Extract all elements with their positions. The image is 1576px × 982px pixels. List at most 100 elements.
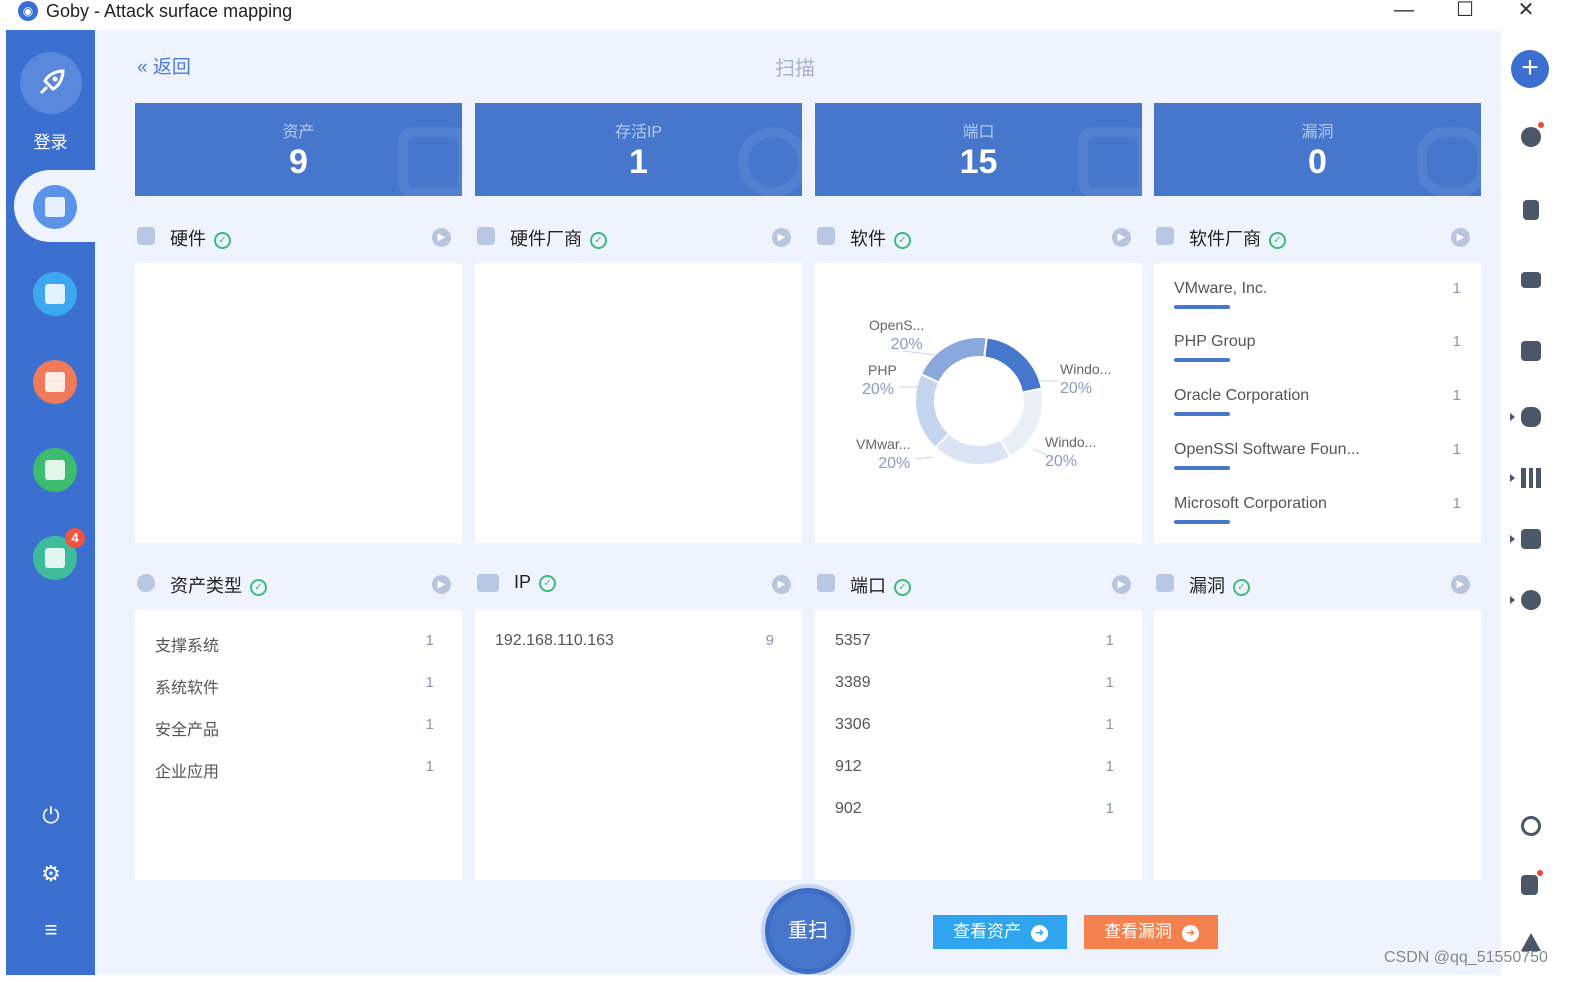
list-item[interactable]: PHP Group 1	[1174, 333, 1461, 367]
count-bar	[1174, 466, 1230, 470]
gear-icon[interactable]: ⚙	[41, 861, 61, 886]
back-label: 返回	[152, 57, 191, 78]
ip-icon[interactable]	[1521, 341, 1541, 361]
puzzle-icon	[45, 548, 65, 568]
back-link[interactable]: « 返回	[137, 52, 191, 79]
goby-rocket-icon[interactable]	[20, 52, 82, 114]
section-title: 软件	[850, 229, 886, 249]
stat-card-live-ip[interactable]: 存活IP 1	[475, 103, 802, 196]
chevron-right-icon[interactable]: ▶	[432, 575, 451, 594]
list-item[interactable]: 3389 1	[835, 674, 1114, 691]
view-vulns-button[interactable]: 查看漏洞 ➜	[1084, 915, 1218, 949]
layers-icon	[398, 127, 462, 196]
list-icon	[45, 284, 65, 304]
chevron-right-icon[interactable]: ▶	[772, 575, 791, 594]
list-item[interactable]: OpenSSl Software Foun... 1	[1174, 441, 1461, 475]
stat-value: 15	[959, 143, 998, 181]
page-title: 扫描	[775, 58, 815, 80]
sidebar-item-report[interactable]	[33, 448, 77, 492]
login-link[interactable]: 登录	[33, 133, 68, 152]
check-circle-icon: ✓	[1269, 232, 1286, 249]
port-icon	[1078, 127, 1142, 196]
bar-chart-icon[interactable]	[1521, 468, 1541, 488]
warning-icon[interactable]	[1521, 933, 1541, 951]
report-icon[interactable]	[1521, 875, 1538, 895]
minimize-button[interactable]: —	[1394, 0, 1414, 21]
monitor-icon	[477, 574, 499, 592]
menu-icon[interactable]: ≡	[44, 917, 58, 942]
donut-label-0: OpenS... 20%	[869, 317, 925, 353]
list-item[interactable]: 5357 1	[835, 632, 1114, 649]
list-item[interactable]: 支撑系统 1	[155, 632, 434, 655]
panel-vuln	[1154, 610, 1481, 880]
donut-leader-line-2	[1032, 448, 1048, 456]
title-bar: ◉ Goby - Attack surface mapping — ☐ ✕	[0, 0, 1576, 30]
donut-label-2: Windo... 20%	[1045, 434, 1097, 470]
stat-value: 1	[629, 143, 648, 181]
section-header-software: 软件 ✓ ▶	[817, 223, 1144, 249]
list-item[interactable]: 192.168.110.163 9	[495, 632, 774, 649]
stat-label: 端口	[962, 124, 995, 141]
section-header-hardware: 硬件 ✓ ▶	[137, 223, 464, 249]
section-title: 软件厂商	[1189, 229, 1261, 249]
caret-right-icon	[1510, 535, 1515, 543]
clock-icon[interactable]	[1521, 127, 1541, 147]
section-header-software-vendor: 软件厂商 ✓ ▶	[1156, 223, 1483, 249]
close-button[interactable]: ✕	[1517, 0, 1535, 21]
list-item[interactable]: Oracle Corporation 1	[1174, 387, 1461, 421]
list-item[interactable]: VMware, Inc. 1	[1174, 280, 1461, 314]
section-header-asset-type: 资产类型 ✓ ▶	[137, 570, 464, 596]
section-title: 漏洞	[1189, 576, 1225, 596]
chevron-right-icon[interactable]: ▶	[1451, 575, 1470, 594]
power-icon[interactable]: ⏻	[42, 803, 60, 828]
arrow-right-icon: ➜	[1182, 925, 1199, 942]
sidebar-item-assets[interactable]	[33, 272, 77, 316]
caret-right-icon	[1510, 413, 1515, 421]
stat-card-ports[interactable]: 端口 15	[815, 103, 1142, 196]
chevron-right-icon[interactable]: ▶	[1112, 228, 1131, 247]
chart-icon	[45, 460, 65, 480]
donut-slice-1[interactable]	[999, 387, 1044, 459]
software-donut-chart[interactable]	[815, 263, 1142, 543]
maximize-button[interactable]: ☐	[1456, 0, 1474, 21]
list-item[interactable]: 企业应用 1	[155, 758, 434, 781]
chevron-right-icon[interactable]: ▶	[772, 228, 791, 247]
bug-icon[interactable]	[1521, 407, 1541, 427]
refresh-icon[interactable]	[1521, 816, 1541, 836]
list-item[interactable]: 系统软件 1	[155, 674, 434, 697]
view-assets-button[interactable]: 查看资产 ➜	[933, 915, 1067, 949]
donut-slice-3[interactable]	[914, 372, 951, 450]
monitor-icon[interactable]	[1521, 272, 1541, 288]
document-icon[interactable]	[1523, 200, 1539, 220]
list-item[interactable]: Microsoft Corporation 1	[1174, 495, 1461, 529]
count-bar	[1174, 358, 1230, 362]
stat-card-vulns[interactable]: 漏洞 0	[1154, 103, 1481, 196]
puzzle-icon[interactable]	[1521, 529, 1541, 549]
left-sidebar: 登录 4 ⏻ ⚙ ≡	[6, 30, 114, 975]
donut-label-3: VMwar... 20%	[856, 436, 911, 472]
chevron-right-icon[interactable]: ▶	[432, 228, 451, 247]
rescan-button[interactable]: 重扫	[765, 888, 851, 974]
list-item[interactable]: 912 1	[835, 758, 1114, 775]
chevron-right-icon[interactable]: ▶	[1451, 228, 1470, 247]
list-item[interactable]: 安全产品 1	[155, 716, 434, 739]
donut-slice-4[interactable]	[919, 336, 988, 384]
stat-card-assets[interactable]: 资产 9	[135, 103, 462, 196]
section-title: 端口	[850, 576, 886, 596]
notification-dot	[1538, 122, 1544, 128]
right-toolbar: +	[1501, 30, 1561, 975]
chevron-right-icon[interactable]: ▶	[1112, 575, 1131, 594]
donut-slice-0[interactable]	[983, 336, 1043, 394]
panel-hardware-vendor	[475, 263, 802, 543]
sidebar-item-vulns[interactable]	[33, 360, 77, 404]
count-bar	[1174, 520, 1230, 524]
sidebar-item-scan[interactable]	[33, 185, 77, 229]
donut-slice-2[interactable]	[934, 431, 1012, 466]
extension-icon[interactable]	[1521, 590, 1541, 610]
list-item[interactable]: 3306 1	[835, 716, 1114, 733]
scan-icon	[45, 197, 65, 217]
list-item[interactable]: 902 1	[835, 800, 1114, 817]
view-vulns-label: 查看漏洞	[1104, 922, 1172, 941]
donut-leader-line-0	[902, 350, 936, 356]
add-scan-button[interactable]: +	[1511, 50, 1549, 88]
